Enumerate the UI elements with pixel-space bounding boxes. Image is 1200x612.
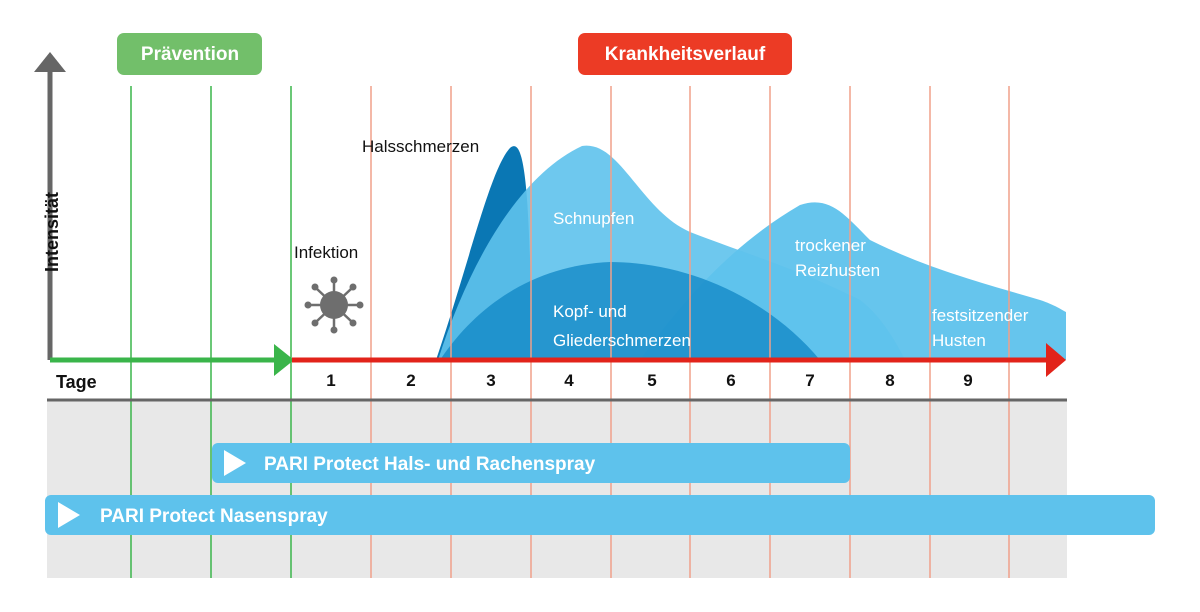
prevention-label: Prävention [141, 44, 239, 65]
chesty-cough-label-line1: festsitzender [932, 306, 1029, 325]
symptom-curves [436, 145, 1066, 360]
day-label: 5 [647, 371, 656, 390]
chesty-cough-label-line2: Husten [932, 331, 986, 350]
illness-axis-arrow [1046, 343, 1066, 377]
prevention-axis-arrow [274, 344, 294, 376]
y-axis-title: Intensität [42, 192, 62, 272]
aches-curve [440, 262, 820, 360]
play-icon [58, 502, 80, 528]
illness-badge [578, 33, 792, 75]
day-label: 4 [564, 371, 574, 390]
treatment-band [47, 400, 1067, 578]
day-label: 6 [726, 371, 735, 390]
prevention-badge [117, 33, 262, 75]
infection-label: Infektion [294, 243, 358, 262]
play-icon [224, 450, 246, 476]
dry-cough-label-line2: Reizhusten [795, 261, 880, 280]
day-label: 1 [326, 371, 335, 390]
y-axis-arrow [34, 52, 66, 72]
x-axis-title: Tage [56, 372, 97, 392]
day-labels: 1 2 3 4 5 6 7 8 9 [326, 371, 972, 390]
aches-label-line2: Gliederschmerzen [553, 331, 691, 350]
day-label: 3 [486, 371, 495, 390]
aches-label-line1: Kopf- und [553, 302, 627, 321]
day-label: 2 [406, 371, 415, 390]
virus-icon [304, 276, 364, 334]
illness-label: Krankheitsverlauf [605, 44, 766, 65]
day-label: 9 [963, 371, 972, 390]
throat-spray-label: PARI Protect Hals- und Rachenspray [264, 454, 596, 475]
cold-label: Schnupfen [553, 209, 634, 228]
dry-cough-label-line1: trockener [795, 236, 866, 255]
day-label: 8 [885, 371, 894, 390]
day-label: 7 [805, 371, 814, 390]
nasal-spray-bar: PARI Protect Nasenspray [45, 495, 1155, 535]
throat-spray-bar: PARI Protect Hals- und Rachenspray [212, 443, 850, 483]
sore-throat-label: Halsschmerzen [362, 137, 479, 156]
nasal-spray-label: PARI Protect Nasenspray [100, 506, 328, 527]
